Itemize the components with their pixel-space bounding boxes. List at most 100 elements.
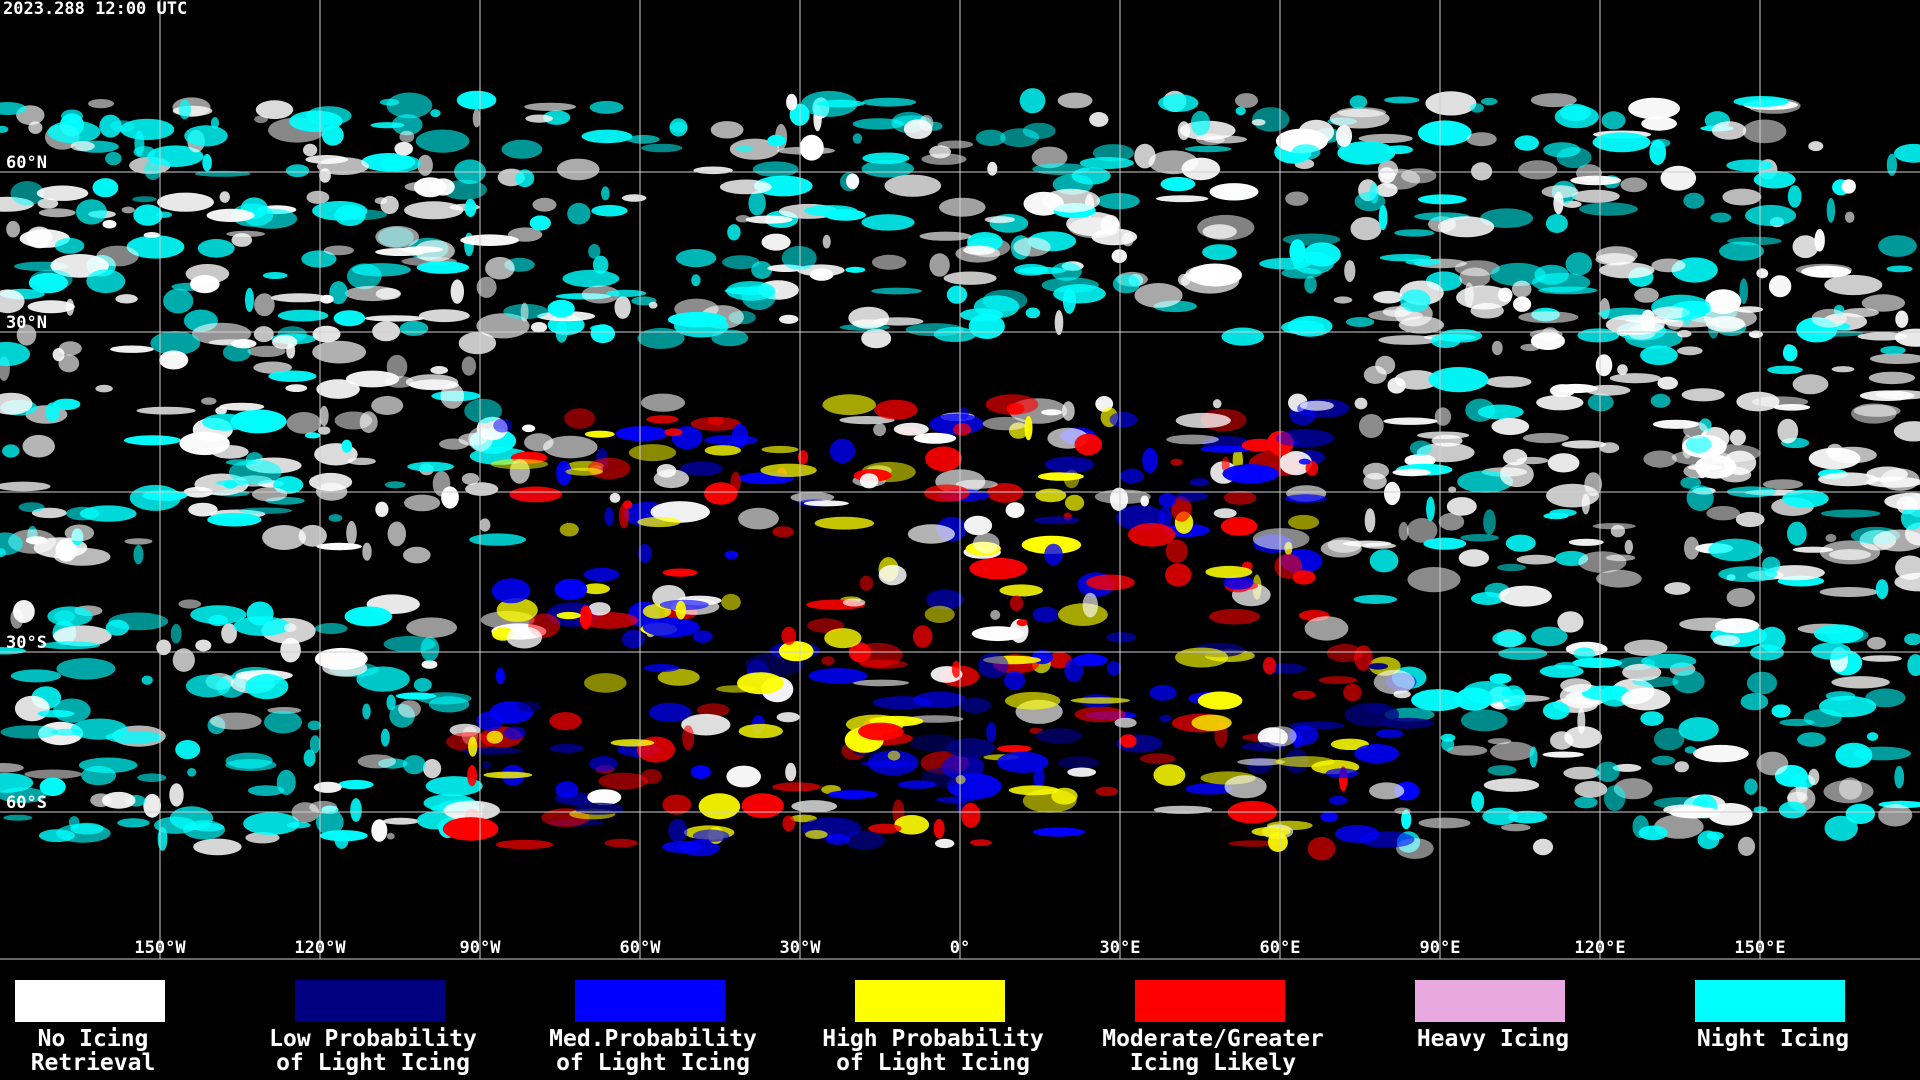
- cloud: [1158, 492, 1177, 508]
- cloud: [791, 800, 838, 813]
- cloud: [268, 370, 317, 382]
- cloud: [1825, 534, 1837, 542]
- cloud: [229, 459, 282, 485]
- cloud: [1491, 340, 1503, 356]
- cloud: [2, 444, 20, 458]
- cloud: [1756, 268, 1769, 279]
- cloud: [102, 219, 117, 229]
- cloud: [1004, 670, 1025, 691]
- cloud: [1866, 466, 1908, 482]
- cloud: [169, 783, 184, 807]
- cloud: [969, 557, 1028, 580]
- cloud: [871, 254, 907, 270]
- cloud: [1304, 275, 1317, 294]
- cloud: [690, 765, 711, 779]
- cloud: [137, 773, 167, 782]
- cloud: [195, 639, 212, 652]
- cloud: [1089, 112, 1109, 127]
- cloud: [1274, 553, 1303, 579]
- cloud: [1177, 121, 1191, 140]
- cloud: [664, 428, 683, 437]
- cloud: [185, 674, 231, 698]
- cloud: [1565, 252, 1593, 276]
- cloud: [622, 194, 647, 202]
- legend-label: of Light Icing: [556, 1050, 750, 1076]
- cloud: [761, 233, 791, 251]
- cloud: [1398, 522, 1409, 541]
- cloud: [1009, 595, 1024, 612]
- cloud: [1220, 516, 1258, 536]
- cloud: [341, 439, 353, 453]
- cloud: [1458, 549, 1490, 567]
- cloud: [1736, 391, 1780, 412]
- cloud: [973, 295, 1020, 319]
- cloud: [797, 450, 809, 465]
- cloud: [1375, 355, 1396, 375]
- cloud: [219, 191, 230, 203]
- cloud: [315, 809, 344, 835]
- cloud: [110, 345, 154, 353]
- cloud: [129, 484, 181, 511]
- cloud: [567, 202, 591, 225]
- legend-label: of Light Icing: [276, 1050, 470, 1076]
- cloud: [280, 637, 301, 663]
- cloud: [322, 659, 368, 677]
- cloud: [1191, 714, 1232, 731]
- cloud: [47, 120, 101, 144]
- cloud: [1251, 119, 1266, 126]
- cloud: [556, 460, 572, 486]
- cloud: [1777, 418, 1799, 444]
- cloud: [804, 205, 858, 217]
- cloud: [1561, 440, 1607, 449]
- lat-label: 30°S: [6, 633, 47, 653]
- cloud: [921, 153, 967, 165]
- cloud: [95, 384, 113, 393]
- cloud: [1511, 280, 1532, 298]
- cloud: [461, 356, 477, 376]
- cloud: [1082, 592, 1099, 618]
- cloud: [144, 159, 162, 180]
- cloud: [36, 185, 89, 201]
- cloud: [1035, 488, 1067, 503]
- cloud: [115, 294, 138, 304]
- cloud: [404, 494, 441, 512]
- cloud: [318, 426, 331, 435]
- cloud: [1678, 717, 1719, 742]
- cloud: [1284, 494, 1327, 503]
- cloud: [37, 710, 75, 718]
- cloud: [1701, 444, 1761, 463]
- cloud: [1782, 489, 1829, 508]
- cloud: [1369, 182, 1379, 204]
- legend-label: High Probability: [822, 1026, 1044, 1052]
- cloud: [238, 507, 292, 514]
- cloud: [461, 473, 480, 485]
- cloud: [1641, 653, 1697, 669]
- cloud: [1212, 399, 1222, 409]
- cloud: [1057, 92, 1093, 109]
- cloud: [1134, 283, 1183, 308]
- cloud: [643, 663, 680, 673]
- cloud: [486, 730, 503, 744]
- cloud: [1288, 514, 1320, 530]
- cloud: [935, 796, 974, 803]
- cloud: [1801, 265, 1852, 278]
- cloud: [821, 656, 835, 666]
- lon-label: 150°W: [134, 938, 186, 958]
- cloud: [1074, 706, 1126, 723]
- cloud: [1092, 144, 1134, 162]
- cloud: [1362, 542, 1396, 549]
- cloud: [614, 295, 631, 319]
- cloud: [1375, 183, 1398, 197]
- cloud: [772, 782, 821, 792]
- cloud: [785, 762, 797, 782]
- cloud: [1158, 506, 1172, 529]
- cloud: [1677, 346, 1703, 356]
- cloud: [592, 255, 609, 274]
- cloud: [999, 584, 1043, 597]
- cloud: [450, 279, 464, 304]
- cloud: [172, 648, 195, 672]
- cloud: [264, 710, 302, 734]
- legend-swatch: [1135, 980, 1285, 1022]
- cloud: [1592, 523, 1636, 530]
